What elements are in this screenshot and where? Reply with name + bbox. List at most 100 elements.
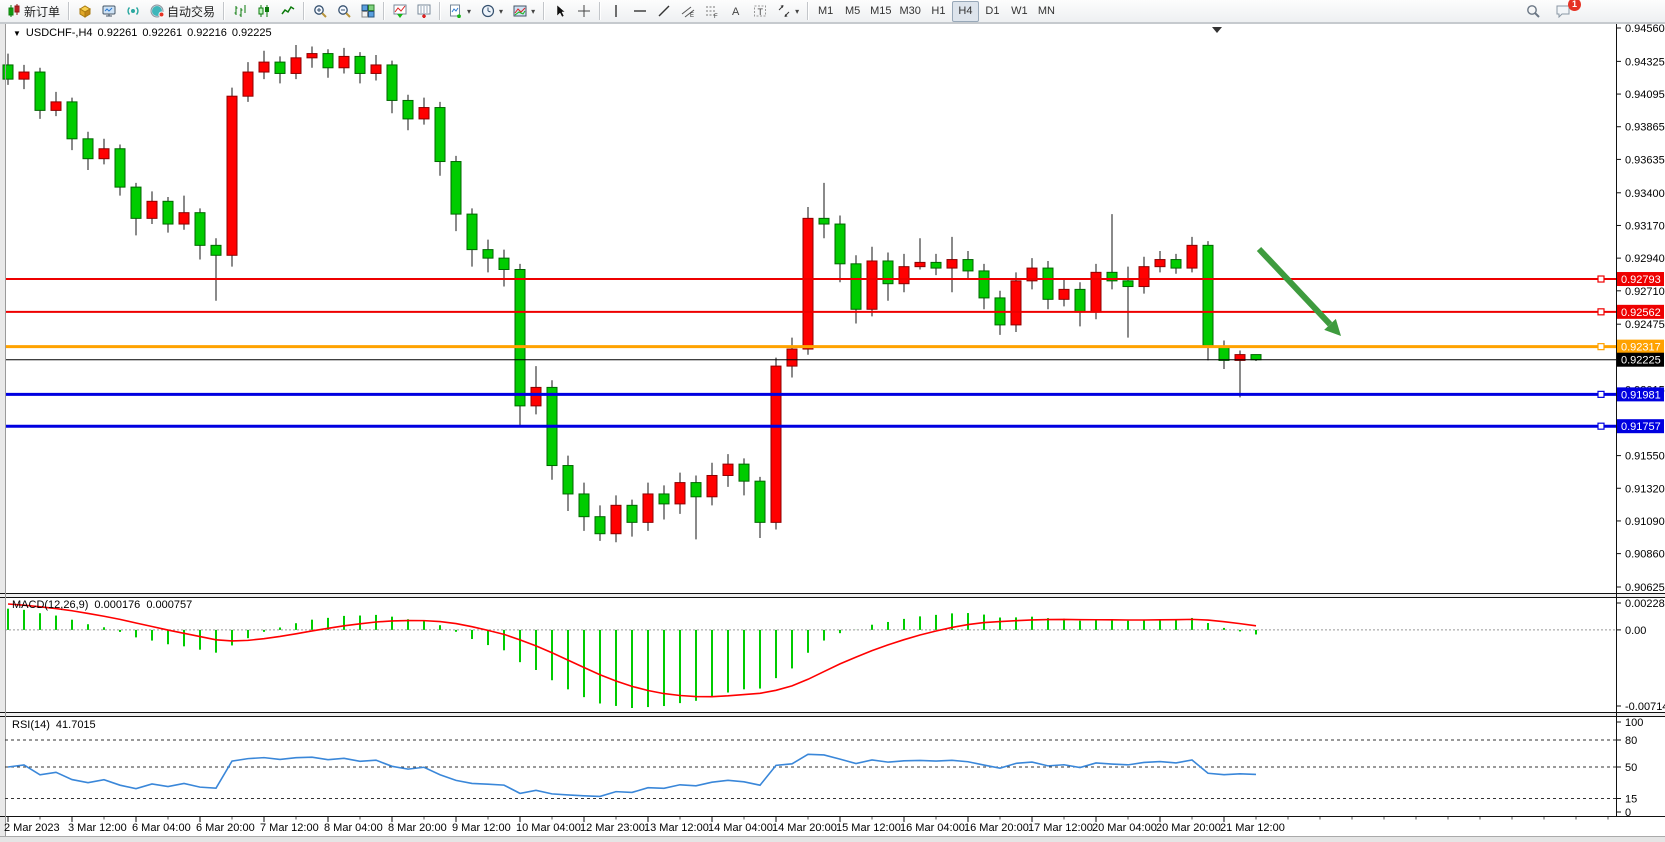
text-tool[interactable]: A	[724, 1, 748, 22]
candle-body	[1010, 280, 1022, 326]
level-line-handle[interactable]	[1597, 390, 1605, 398]
channel-icon: E	[681, 4, 695, 18]
vertical-line-tool[interactable]	[604, 1, 628, 22]
pane-splitter[interactable]	[0, 594, 1665, 598]
template-dropdown[interactable]: ▾	[508, 1, 540, 22]
rsi-axis-label: 80	[1625, 735, 1637, 747]
candle-body	[1202, 244, 1214, 347]
arrows-dropdown[interactable]: ▾	[772, 1, 804, 22]
toolbar-separator	[543, 2, 546, 20]
time-axis-label: 20 Mar 20:00	[1156, 822, 1221, 834]
terminal-window-button[interactable]	[97, 1, 121, 22]
trend-arrow-line[interactable]	[1256, 246, 1333, 327]
candle-body	[242, 71, 254, 97]
timeframe-m1-button[interactable]: M1	[812, 1, 839, 22]
price-axis-label: 0.90860	[1625, 549, 1665, 561]
fibonacci-tool[interactable]: F	[700, 1, 724, 22]
level-line-handle[interactable]	[1597, 422, 1605, 430]
level-line-handle[interactable]	[1597, 343, 1605, 351]
indicators-icon	[393, 4, 407, 18]
candle-body	[1170, 259, 1182, 269]
level-line-handle[interactable]	[1597, 275, 1605, 283]
rsi-value: 41.7015	[55, 719, 96, 731]
hline-icon	[633, 4, 647, 18]
timeframe-h4-button[interactable]: H4	[951, 0, 979, 22]
candle-body	[386, 64, 398, 101]
candle-body	[322, 53, 334, 69]
signal-broadcast-button[interactable]	[121, 1, 145, 22]
candle-body	[658, 493, 670, 505]
candle-body	[418, 107, 430, 120]
goldcube-icon	[78, 4, 92, 18]
price-badge	[1617, 272, 1664, 287]
ohlc-low: 0.92216	[187, 27, 227, 39]
candle-body	[898, 266, 910, 285]
zoom-in-button[interactable]	[308, 1, 332, 22]
periods-button[interactable]	[412, 1, 436, 22]
candle-body	[930, 261, 942, 269]
new-order-button[interactable]: 新订单	[2, 1, 65, 22]
candle-body	[770, 365, 782, 523]
crosshair-tool-button[interactable]	[572, 1, 596, 22]
linechart-icon	[281, 4, 295, 18]
candle-body	[1042, 267, 1054, 300]
newchart-icon	[449, 4, 463, 18]
candle-body	[178, 212, 190, 225]
toolbar-group: 自动交易	[73, 0, 220, 23]
level-line-handle[interactable]	[1597, 308, 1605, 316]
timeframe-d1-button[interactable]: D1	[979, 1, 1006, 22]
candle-body	[1218, 345, 1230, 361]
equidistant-channel-tool[interactable]: E	[676, 1, 700, 22]
clock-icon	[481, 4, 495, 18]
candle-body	[226, 95, 238, 256]
bar-chart-mode-button[interactable]	[228, 1, 252, 22]
time-axis-label: 7 Mar 12:00	[260, 822, 319, 834]
time-axis-label: 6 Mar 20:00	[196, 822, 255, 834]
toolbar-separator	[383, 2, 386, 20]
price-axis-label: 0.93635	[1625, 154, 1665, 166]
timeframe-m30-button[interactable]: M30	[896, 1, 925, 22]
rsi-line	[7, 753, 1257, 798]
period-dropdown[interactable]: ▾	[476, 1, 508, 22]
labelt-icon: T	[753, 4, 767, 18]
candle-body	[626, 504, 638, 523]
price-badge	[1617, 419, 1664, 434]
chart-shift-marker[interactable]	[1212, 27, 1222, 33]
timeframe-mn-button[interactable]: MN	[1033, 1, 1060, 22]
candle-body	[130, 186, 142, 219]
time-axis-label: 14 Mar 04:00	[708, 822, 773, 834]
timeframe-w1-button[interactable]: W1	[1006, 1, 1033, 22]
price-axis-label: 0.94325	[1625, 56, 1665, 68]
line-chart-mode-button[interactable]	[276, 1, 300, 22]
toolbar-group	[308, 0, 380, 23]
rsi-axis-label: 15	[1625, 794, 1637, 806]
new-chart-dropdown[interactable]: ▾	[444, 1, 476, 22]
search-button[interactable]	[1521, 1, 1545, 22]
timeframe-m5-button[interactable]: M5	[839, 1, 866, 22]
pane-splitter[interactable]	[0, 713, 1665, 717]
timeframe-m15-button[interactable]: M15	[866, 1, 895, 22]
gold-cube-icon-button[interactable]	[73, 1, 97, 22]
zoom-out-button[interactable]	[332, 1, 356, 22]
text-label-tool[interactable]: T	[748, 1, 772, 22]
candle-body	[1186, 244, 1198, 269]
trend-arrow-head[interactable]	[1324, 318, 1341, 336]
notifications-chat-button[interactable]: 1	[1551, 0, 1581, 22]
candle-chart-mode-button[interactable]	[252, 1, 276, 22]
bars-icon	[233, 4, 247, 18]
crosshair-icon	[577, 4, 591, 18]
window-left-edge	[0, 23, 5, 842]
dropdown-caret-icon: ▾	[531, 6, 536, 16]
tline-icon	[657, 4, 671, 18]
horizontal-line-tool[interactable]	[628, 1, 652, 22]
trendline-tool[interactable]	[652, 1, 676, 22]
chart-collapse-icon[interactable]: ▼	[13, 28, 21, 38]
indicators-button[interactable]	[388, 1, 412, 22]
timeframe-h1-button[interactable]: H1	[925, 1, 952, 22]
cursor-tool-button[interactable]	[548, 1, 572, 22]
candle-body	[274, 61, 286, 74]
tile-windows-button[interactable]	[356, 1, 380, 22]
autotrade-button[interactable]: 自动交易	[145, 1, 220, 22]
svg-text:E: E	[690, 13, 694, 18]
